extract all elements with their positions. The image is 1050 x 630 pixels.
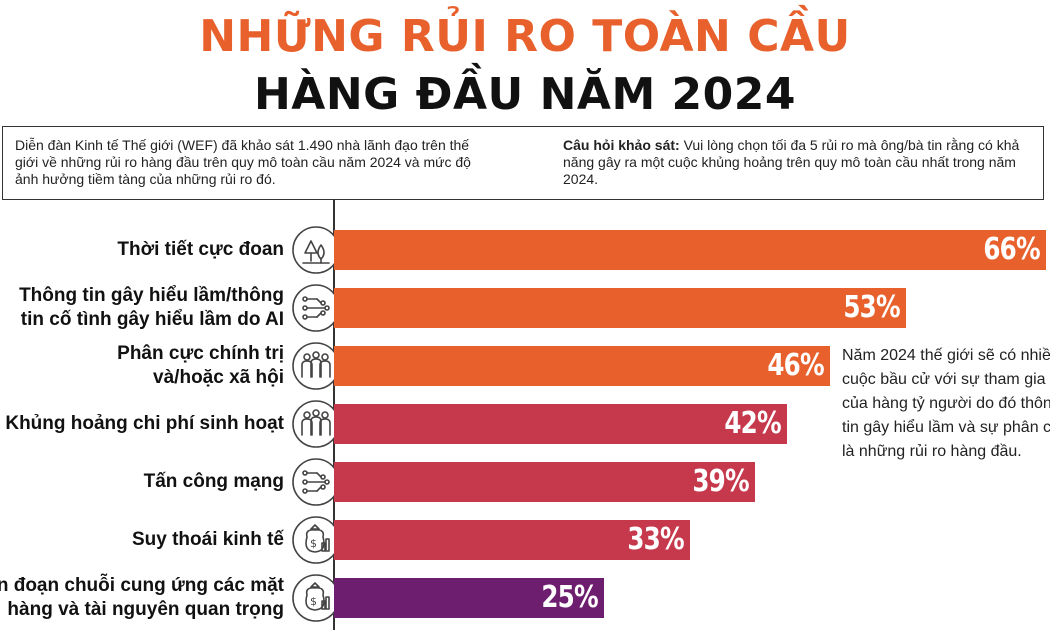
page-title-line2: HÀNG ĐẦU NĂM 2024 (253, 69, 797, 120)
svg-text:$: $ (310, 537, 317, 550)
bar: 46% (334, 346, 831, 386)
category-label-line: Thông tin gây hiểu lầm/thông (19, 285, 284, 306)
tree-icon (292, 226, 340, 274)
bar: 53% (334, 288, 906, 328)
intro-text: Diễn đàn Kinh tế Thế giới (WEF) đã khảo … (15, 137, 471, 187)
bar-value-label: 39% (692, 464, 749, 499)
category-label-line: tin cố tình gây hiểu lầm do AI (20, 309, 284, 330)
bar-value-label: 33% (627, 522, 685, 557)
category-label: Thông tin gây hiểu lầm/thông tin cố tình … (19, 284, 284, 332)
category-label: Tấn công mạng (144, 470, 284, 494)
page-title-line1: NHỮNG RỦI RO TOÀN CẦU (199, 11, 851, 62)
money-chart-icon: $ (292, 574, 340, 622)
category-label-line: Khủng hoảng chi phí sinh hoạt (5, 413, 284, 434)
bar-value-label: 25% (541, 580, 598, 615)
category-label: Thời tiết cực đoan (117, 238, 284, 262)
side-note: Năm 2024 thế giới sẽ có nhiều cuộc bầu c… (842, 347, 1050, 460)
bar-value-label: 66% (983, 232, 1041, 267)
category-label-line: Gián đoạn chuỗi cung ứng các mặt (0, 575, 284, 596)
category-label-line: và/hoặc xã hội (153, 367, 284, 388)
survey-question-label: Câu hỏi khảo sát: (563, 137, 680, 153)
bar-value-label: 42% (724, 406, 782, 441)
category-label-line: Suy thoái kinh tế (131, 529, 284, 550)
category-label: Gián đoạn chuỗi cung ứng các mặt hàng và … (0, 574, 284, 622)
svg-text:$: $ (310, 595, 317, 608)
info-box: Diễn đàn Kinh tế Thế giới (WEF) đã khảo … (2, 126, 1044, 200)
category-label: Suy thoái kinh tế (132, 528, 284, 552)
category-label: Phân cực chính trị và/hoặc xã hội (117, 342, 284, 390)
bar: 25% (334, 578, 604, 618)
category-label-line: Thời tiết cực đoan (117, 239, 284, 260)
circuit-icon (292, 458, 340, 506)
category-label-line: Tấn công mạng (143, 471, 284, 492)
bar: 33% (334, 520, 690, 560)
bar: 39% (334, 462, 755, 502)
bar-value-label: 53% (843, 290, 900, 325)
survey-question: Câu hỏi khảo sát: Vui lòng chọn tối đa 5… (563, 137, 1033, 188)
people-icon (292, 400, 340, 448)
category-label-line: Phân cực chính trị (117, 343, 284, 364)
bar: 42% (334, 404, 788, 444)
category-label: Khủng hoảng chi phí sinh hoạt (5, 412, 284, 436)
bar: 66% (334, 230, 1046, 270)
category-label-line: hàng và tài nguyên quan trọng (7, 599, 284, 620)
survey-question-text: Vui lòng chọn tối đa 5 rủi ro mà ông/bà … (563, 137, 1020, 187)
bar-value-label: 46% (767, 348, 825, 383)
